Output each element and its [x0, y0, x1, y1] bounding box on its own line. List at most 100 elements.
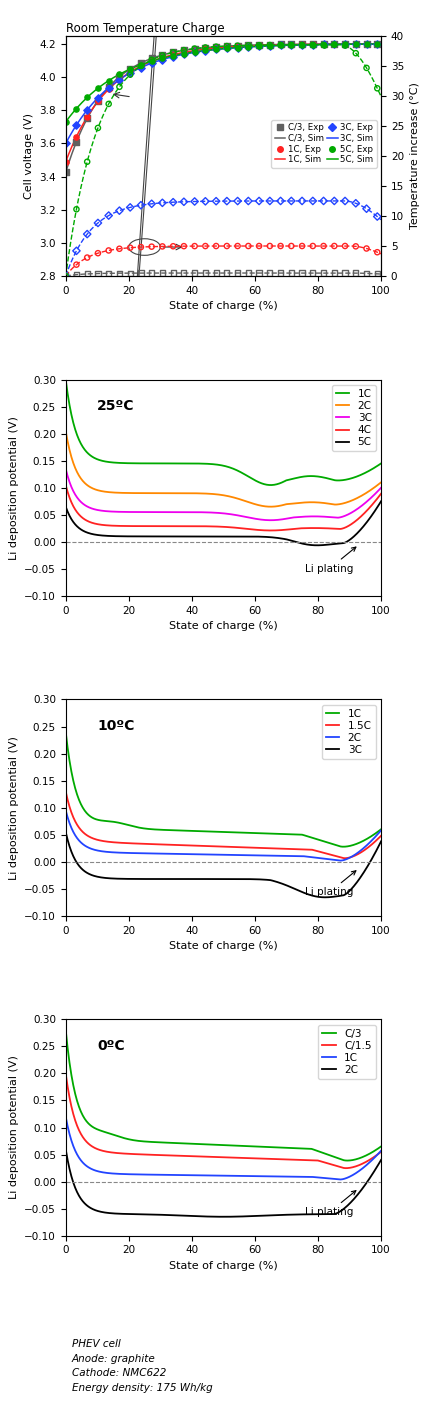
Point	[277, 33, 284, 56]
Point	[105, 78, 112, 101]
Point	[62, 264, 69, 287]
Point	[84, 106, 91, 128]
Point	[212, 37, 219, 60]
Point	[342, 190, 349, 213]
Point	[191, 234, 198, 257]
Y-axis label: Cell voltage (V): Cell voltage (V)	[24, 113, 34, 198]
Point	[180, 43, 187, 66]
Point	[127, 57, 134, 80]
Point	[127, 261, 134, 284]
Point	[299, 33, 306, 56]
X-axis label: State of charge (%): State of charge (%)	[169, 1261, 278, 1271]
Point	[331, 33, 338, 56]
Point	[116, 63, 123, 86]
Point	[159, 261, 166, 284]
Point	[138, 54, 145, 77]
Text: 0ºC: 0ºC	[97, 1039, 125, 1053]
Point	[352, 235, 359, 258]
Point	[299, 33, 306, 56]
Point	[127, 195, 134, 218]
Point	[105, 76, 112, 98]
Point	[256, 34, 263, 57]
Point	[223, 36, 230, 59]
Point	[212, 36, 219, 59]
Text: 10ºC: 10ºC	[97, 719, 134, 733]
Point	[138, 56, 145, 78]
Point	[127, 60, 134, 83]
Point	[212, 36, 219, 59]
Point	[127, 237, 134, 260]
Point	[342, 33, 349, 56]
Legend: 1C, 1.5C, 2C, 3C: 1C, 1.5C, 2C, 3C	[321, 705, 376, 759]
Point	[309, 261, 316, 284]
Point	[256, 234, 263, 257]
Point	[309, 33, 316, 56]
Point	[84, 150, 91, 173]
Point	[116, 200, 123, 223]
Point	[212, 234, 219, 257]
Y-axis label: Li deposition potential (V): Li deposition potential (V)	[9, 415, 19, 559]
Point	[266, 34, 273, 57]
Point	[159, 44, 166, 67]
Point	[320, 33, 327, 56]
Text: Cathode: NMC622: Cathode: NMC622	[72, 1368, 166, 1378]
Point	[170, 261, 177, 284]
Point	[352, 33, 359, 56]
Point	[363, 33, 370, 56]
Point	[159, 46, 166, 68]
Point	[223, 234, 230, 257]
Point	[62, 264, 69, 287]
Point	[159, 44, 166, 67]
Point	[256, 34, 263, 57]
Point	[95, 77, 102, 100]
Point	[266, 234, 273, 257]
Point	[288, 33, 295, 56]
Point	[299, 33, 306, 56]
Point	[299, 190, 306, 213]
Point	[374, 241, 381, 264]
Point	[84, 223, 91, 245]
Point	[256, 261, 263, 284]
Point	[138, 261, 145, 284]
Point	[331, 33, 338, 56]
Point	[159, 235, 166, 258]
Point	[62, 264, 69, 287]
Point	[266, 190, 273, 213]
Point	[245, 36, 252, 59]
Text: Li plating: Li plating	[305, 1190, 356, 1217]
Point	[62, 264, 69, 287]
Point	[223, 261, 230, 284]
Y-axis label: Li deposition potential (V): Li deposition potential (V)	[9, 1056, 19, 1200]
Point	[212, 190, 219, 213]
Point	[105, 93, 112, 116]
Point	[266, 261, 273, 284]
Point	[288, 261, 295, 284]
Point	[159, 49, 166, 71]
Point	[127, 61, 134, 84]
Point	[352, 41, 359, 64]
Point	[84, 263, 91, 285]
Point	[342, 34, 349, 57]
Point	[223, 34, 230, 57]
Point	[116, 66, 123, 88]
Point	[180, 39, 187, 61]
Point	[191, 41, 198, 64]
Point	[95, 241, 102, 264]
Point	[320, 33, 327, 56]
Point	[245, 34, 252, 57]
Point	[180, 39, 187, 61]
Point	[342, 33, 349, 56]
Point	[148, 261, 155, 284]
Point	[138, 54, 145, 77]
Point	[84, 86, 91, 108]
Point	[234, 36, 241, 59]
Point	[299, 33, 306, 56]
Legend: C/3, Exp, C/3, Sim, 1C, Exp, 1C, Sim, 3C, Exp, 3C, Sim, 5C, Exp, 5C, Sim: C/3, Exp, C/3, Sim, 1C, Exp, 1C, Sim, 3C…	[272, 120, 377, 168]
Point	[170, 44, 177, 67]
Point	[256, 34, 263, 57]
Point	[127, 63, 134, 86]
Point	[256, 34, 263, 57]
Point	[73, 114, 80, 137]
Point	[191, 40, 198, 63]
Point	[180, 234, 187, 257]
